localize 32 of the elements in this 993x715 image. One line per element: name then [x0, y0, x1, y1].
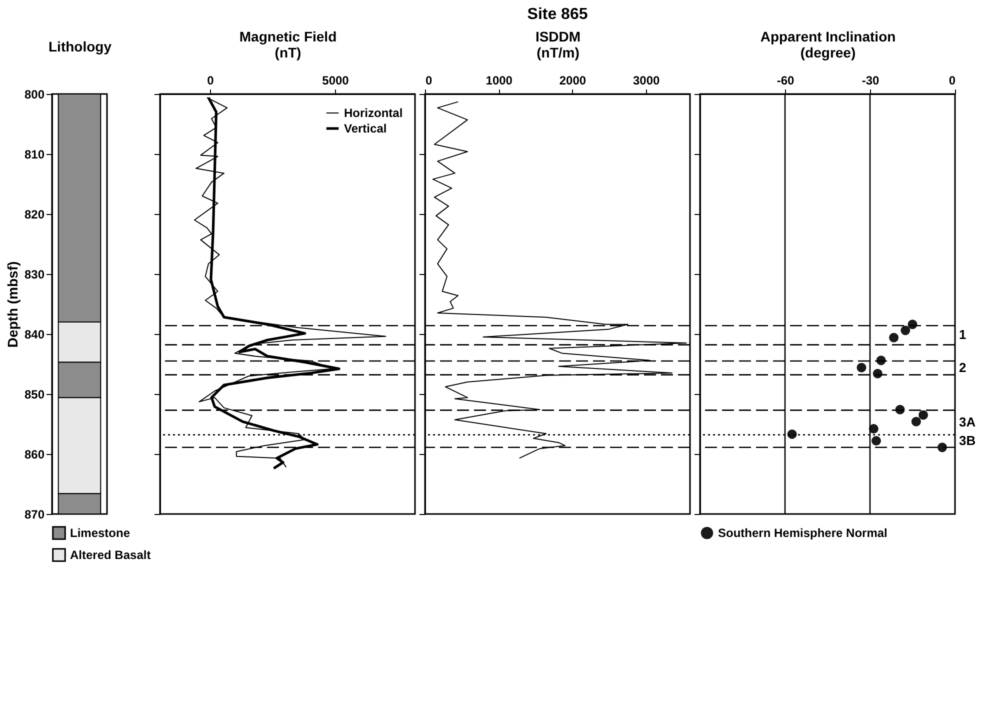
- x-tick-label: 2000: [559, 74, 586, 88]
- y-tick-label: 820: [24, 208, 45, 222]
- text: 2: [959, 360, 966, 375]
- x-tick-label: -60: [776, 74, 794, 88]
- y-tick-label: 810: [24, 148, 45, 162]
- text: 1: [959, 327, 966, 342]
- x-tick-label: 3000: [632, 74, 660, 88]
- text: 3A: [959, 414, 976, 430]
- x-tick-label: 5000: [322, 74, 350, 88]
- text: 3B: [959, 433, 976, 448]
- x-tick-label: 0: [948, 74, 956, 88]
- legend-label: Vertical: [344, 122, 387, 136]
- legend-label: Horizontal: [344, 106, 403, 120]
- y-tick-label: 870: [24, 508, 45, 522]
- x-tick-label: 0: [426, 74, 432, 88]
- x-tick-label: -30: [862, 74, 880, 88]
- y-tick-label: 830: [24, 268, 45, 282]
- y-tick-label: 800: [24, 88, 45, 102]
- x-axis-title: Apparent Inclination (degree): [760, 28, 896, 60]
- x-axis-title: Lithology: [48, 38, 112, 54]
- y-axis-title: Depth (mbsf): [4, 261, 20, 348]
- x-axis-title: ISDDM (nT/m): [535, 28, 581, 60]
- y-tick-label: 840: [24, 328, 45, 342]
- legend-label: Altered Basalt: [70, 548, 151, 562]
- x-tick-label: 0: [207, 74, 214, 88]
- x-axis-title: Magnetic Field (nT): [239, 28, 337, 60]
- y-tick-label: 860: [24, 448, 45, 462]
- y-tick-label: 850: [24, 388, 45, 402]
- legend-label: Limestone: [70, 526, 130, 540]
- legend-label: Southern Hemisphere Normal: [718, 526, 888, 540]
- chart-title: Site 865: [527, 6, 588, 23]
- x-tick-label: 1000: [486, 74, 513, 88]
